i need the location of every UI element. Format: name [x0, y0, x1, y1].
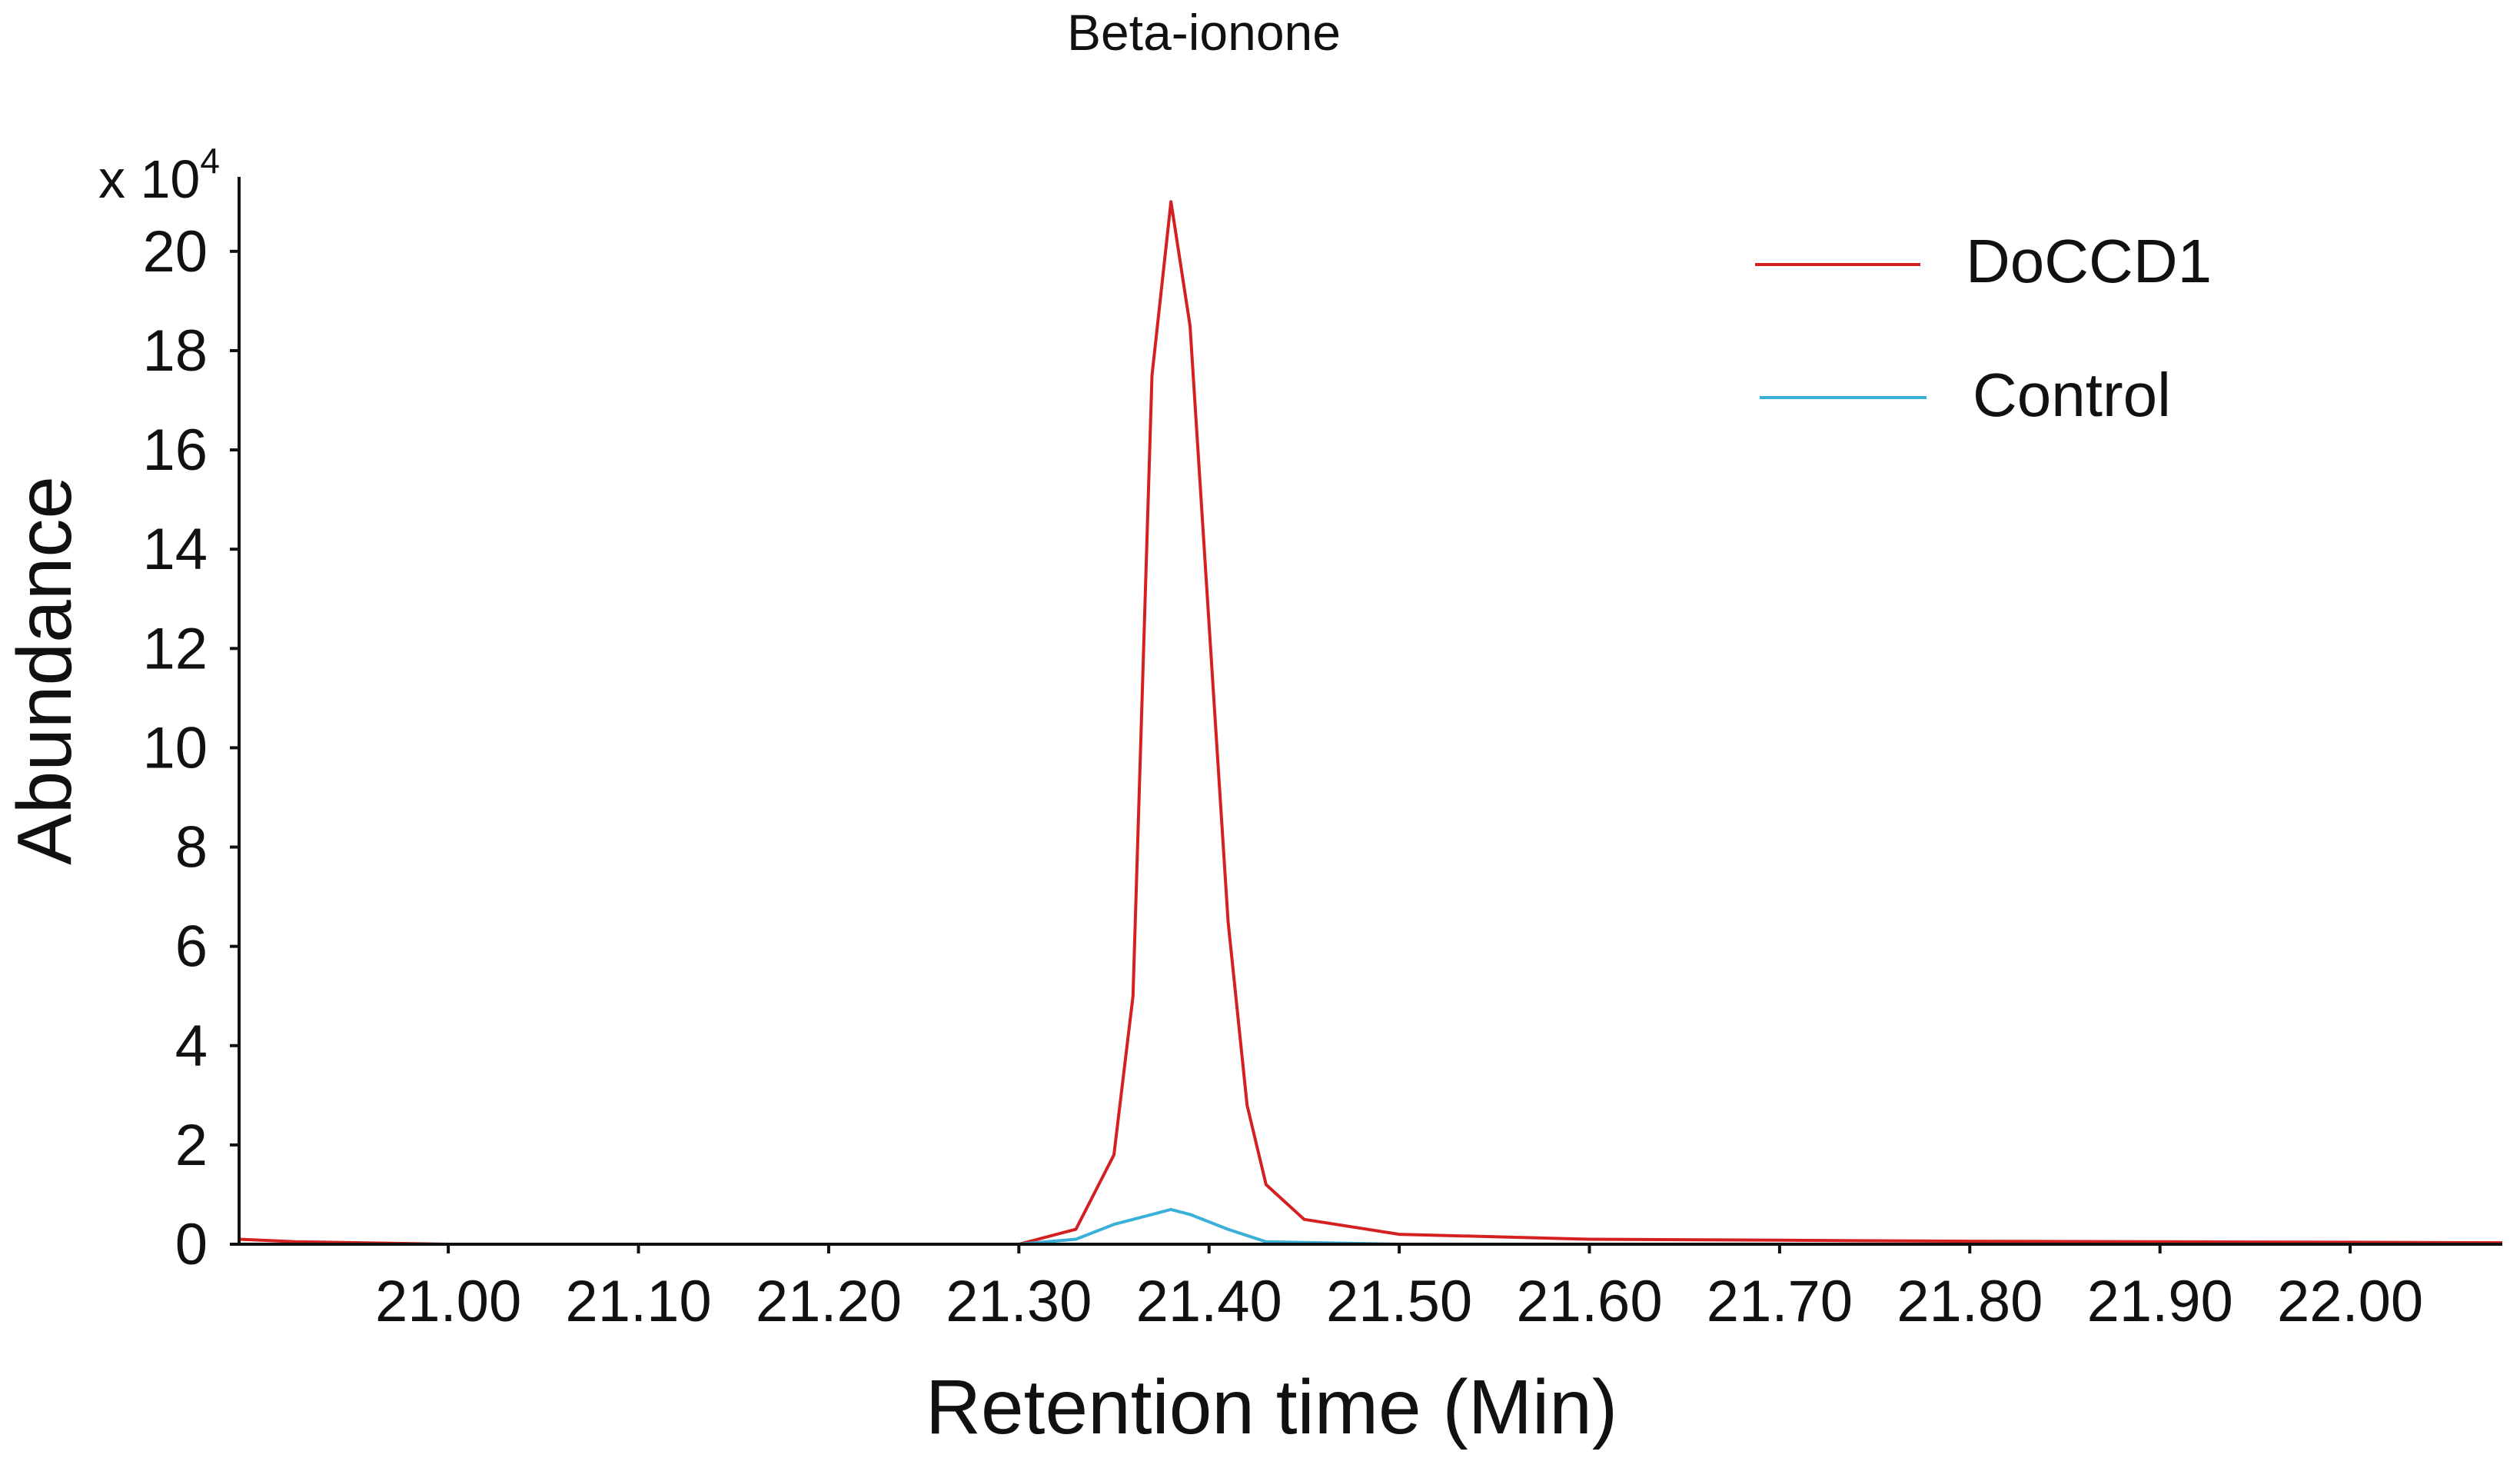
y-tick-label-2: 4 [175, 1014, 208, 1079]
y-multiplier-label: x 104 [98, 141, 220, 209]
x-tick-label-9: 21.90 [2087, 1269, 2233, 1334]
y-tick-label-4: 8 [175, 815, 208, 880]
x-tick-label-0: 21.00 [375, 1269, 521, 1334]
y-tick-label-9: 18 [142, 318, 208, 384]
x-tick-label-3: 21.30 [946, 1269, 1092, 1334]
x-axis-label: Retention time (Min) [926, 1364, 1617, 1450]
y-tick-label-8: 16 [142, 418, 208, 483]
y-axis-label: Abundance [2, 476, 88, 865]
tick-layer: 0 2 4 6 8 10 12 14 16 18 20 21.00 21.10 21.20 21.30 21.… [142, 219, 2423, 1334]
x-tick-label-8: 21.80 [1897, 1269, 2043, 1334]
y-tick-label-3: 6 [175, 914, 208, 980]
x-tick-label-6: 21.60 [1516, 1269, 1662, 1334]
x-tick-label-5: 21.50 [1326, 1269, 1472, 1334]
chart-title: Beta-ionone [1067, 4, 1341, 61]
x-tick-label-4: 21.40 [1136, 1269, 1282, 1334]
y-tick-label-1: 2 [175, 1113, 208, 1178]
y-tick-label-5: 10 [142, 715, 208, 781]
x-tick-label-1: 21.10 [565, 1269, 711, 1334]
y-tick-label-10: 20 [142, 219, 208, 285]
series-line-doccd1 [238, 200, 2503, 1246]
series-line-control [239, 1207, 2502, 1246]
y-tick-label-0: 0 [175, 1212, 208, 1277]
x-tick-label-7: 21.70 [1707, 1269, 1853, 1334]
series-layer [238, 200, 2503, 1246]
legend-label-doccd1: DoCCD1 [1966, 227, 2212, 295]
y-multiplier-exponent: 4 [200, 141, 220, 181]
y-multiplier-base: x 10 [98, 149, 200, 209]
y-tick-label-6: 12 [142, 616, 208, 681]
x-tick-label-10: 22.00 [2277, 1269, 2423, 1334]
legend-label-control: Control [1973, 361, 2171, 429]
legend: DoCCD1 Control [1755, 227, 2212, 429]
y-tick-label-7: 14 [142, 517, 208, 582]
x-tick-label-2: 21.20 [756, 1269, 902, 1334]
